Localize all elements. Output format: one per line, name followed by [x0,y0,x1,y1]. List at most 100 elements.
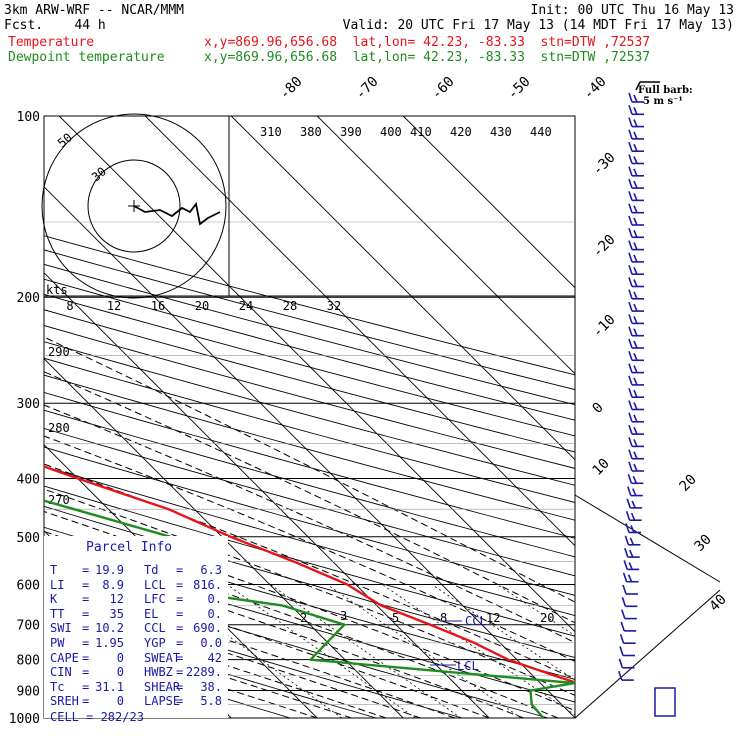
parcel-eq: = [82,694,90,709]
dewpoint-legend: Dewpoint temperature [8,50,165,65]
wind-barb [628,326,644,337]
wind-barb [618,670,634,681]
parcel-param-name: LCL [144,577,166,592]
wind-barb [628,191,644,202]
parcel-param-value: 8.9 [102,577,124,592]
parcel-param-name: CAPE [50,650,79,665]
parcel-eq: = [82,636,90,650]
mixing-ratio-line [269,584,462,718]
theta-side-label: 280 [48,421,70,435]
parcel-eq: = [82,621,90,636]
parcel-eq: = [176,650,184,665]
isotherm-label: 10 [590,456,613,479]
wind-barb [628,338,644,349]
pressure-tick-label: 400 [17,472,40,487]
isotherm-label: -20 [590,232,619,261]
parcel-param-value: 0. [207,592,222,607]
pressure-tick-label: 900 [17,684,40,699]
pressure-tick-label: 500 [17,531,40,546]
wind-barb [619,646,635,657]
parcel-param-value: 0.0 [200,636,222,650]
theta-label: 420 [450,125,472,139]
parcel-param-value: 816. [193,577,222,592]
ccl-marker: CCL [465,614,487,628]
parcel-param-value: 2289. [185,665,222,680]
wind-barb [622,572,639,583]
dewpoint-location: x,y=869.96,656.68 lat,lon= 42.23, -83.33… [204,50,651,65]
parcel-param-name: K [50,592,58,607]
forecast-hour: Fcst. 44 h [4,18,106,33]
wind-barb [622,584,638,595]
theta-side-label: 290 [48,345,70,359]
hodo-ring-label: 30 [89,164,109,184]
wind-barb [628,351,644,362]
moist-adiabat [44,530,559,718]
wind-barb [625,523,641,534]
mixing-ratio-label: 5 [392,611,399,625]
hodo-units-label: kts [46,283,68,297]
isotherm [230,116,575,461]
isotherm [44,186,575,718]
mixing-ratio-label: 3 [340,609,347,623]
wind-barb [628,178,644,189]
isotherm [402,116,575,289]
parcel-param-value: 10.2 [95,621,124,636]
wind-barb [628,129,644,140]
parcel-eq: = [176,636,184,650]
wind-barb [628,252,644,263]
valid-time: Valid: 20 UTC Fri 17 May 13 (14 MDT Fri … [342,18,734,33]
moist-adiabat [44,593,421,718]
parcel-info-title: Parcel Info [86,540,173,555]
hodo-speed-tick: 20 [195,299,209,313]
hodo-ring-outer [41,113,227,299]
parcel-param-name: SWEAT [144,650,181,665]
wind-barb [628,240,644,251]
parcel-param-name: SWI [50,621,72,636]
parcel-param-value: 0. [207,606,222,621]
wind-barb [628,437,644,448]
hodo-speed-tick: 8 [66,299,73,313]
lcl-marker: LCL [457,659,479,673]
parcel-param-name: T [50,563,58,577]
parcel-param-value: 12 [109,592,124,607]
isotherm-label: 40 [707,592,730,615]
wind-barb [628,301,644,312]
parcel-eq: = [176,665,184,680]
isotherm-label: -10 [590,312,619,341]
parcel-info-box [44,536,228,718]
parcel-param-value: 0 [116,694,124,709]
wind-barb [618,658,635,669]
hodograph-trace [133,201,221,226]
parcel-param-value: 19.9 [95,563,124,577]
parcel-eq: = [82,563,90,577]
isotherm [316,116,575,375]
full-barb-label: Full barb: [638,85,693,96]
pressure-tick-label: 600 [17,578,40,593]
parcel-param-name: PW [50,636,65,650]
parcel-param-name: EL [144,606,159,621]
wind-barb [628,264,644,276]
mixing-ratio-label: 20 [540,611,554,625]
isotherm-label: -70 [353,74,382,103]
isotherm-label: -60 [429,74,458,103]
parcel-param-name: LAPSE [144,694,181,709]
temperature-location: x,y=869.96,656.68 lat,lon= 42.23, -83.33… [204,35,651,50]
cell-motion: CELL = 282/23 [50,710,144,724]
parcel-param-name: LFC [144,592,166,607]
hodo-speed-tick: 12 [107,299,121,313]
wind-barb [628,215,644,226]
dewpoint-line [44,499,575,718]
parcel-param-value: 5.8 [200,694,222,709]
parcel-eq: = [82,679,90,694]
wind-barb [628,289,644,300]
parcel-eq: = [176,679,184,694]
hodo-speed-tick: 24 [239,299,253,313]
isotherm-label: -80 [277,74,306,103]
isotherm-label: 20 [677,472,700,495]
wind-barb [628,449,644,460]
parcel-param-name: YGP [144,636,166,650]
wind-barb [628,387,644,399]
pressure-tick-label: 200 [17,291,40,306]
parcel-param-value: 0 [116,650,124,665]
parcel-param-name: SHEAR [144,679,181,694]
